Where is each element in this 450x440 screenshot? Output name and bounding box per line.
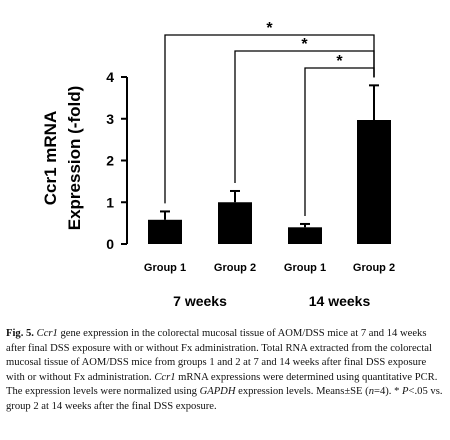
y-tick-label: 3: [106, 111, 114, 127]
significance-star: *: [336, 53, 343, 70]
caption-text-2: mRNA expressions were determined using q…: [6, 371, 438, 398]
significance-star: *: [301, 36, 308, 53]
significance-star: *: [266, 20, 273, 37]
category-label: Group 2: [353, 262, 395, 274]
significance-bracket: [234, 50, 375, 183]
bar: [288, 227, 322, 244]
category-label: Group 2: [214, 262, 256, 274]
y-tick-label: 1: [106, 194, 114, 210]
caption-n: n: [368, 386, 374, 398]
caption-gene: Ccr1: [36, 328, 58, 339]
bar-chart: Ccr1 mRNA Expression (-fold) 0 1 2 3 4 Group …: [41, 20, 395, 309]
y-axis-title: Ccr1 mRNA Expression (-fold): [41, 86, 84, 231]
caption-gene-2: Ccr1: [154, 371, 176, 383]
plot-area: 0 1 2 3 4 Group 1 Group 2 Group 1 Group 2 7 weeks…: [106, 20, 395, 309]
caption-text-5: <.05 vs. group 2 at 14 weeks after the f…: [6, 386, 443, 412]
group-label: 14 weeks: [309, 293, 371, 309]
y-axis-title-line1: Ccr1 mRNA: [41, 111, 60, 205]
caption-text-1: gene expression in the colorectal mucosa…: [6, 328, 432, 383]
group-label: 7 weeks: [173, 293, 227, 309]
y-tick-label: 4: [106, 69, 114, 85]
category-label: Group 1: [144, 262, 186, 274]
y-tick-label: 0: [106, 236, 114, 252]
caption-text-3: expression levels. Means±SE (: [235, 386, 369, 398]
figure-caption: Fig. 5. Ccr1 gene expression in the colo…: [6, 327, 446, 415]
caption-label: Fig. 5.: [6, 328, 34, 339]
category-label: Group 1: [284, 262, 326, 274]
y-axis-title-line2: Expression (-fold): [65, 86, 84, 231]
y-tick-label: 2: [106, 153, 114, 169]
bar: [218, 202, 252, 244]
caption-normalizer: GAPDH: [199, 386, 236, 398]
significance-bracket: [164, 34, 375, 204]
bar: [148, 219, 182, 244]
caption-text-4: =4). *: [374, 386, 403, 398]
caption-p: P: [402, 386, 409, 398]
significance-bracket: [304, 67, 375, 216]
bar: [357, 120, 391, 244]
